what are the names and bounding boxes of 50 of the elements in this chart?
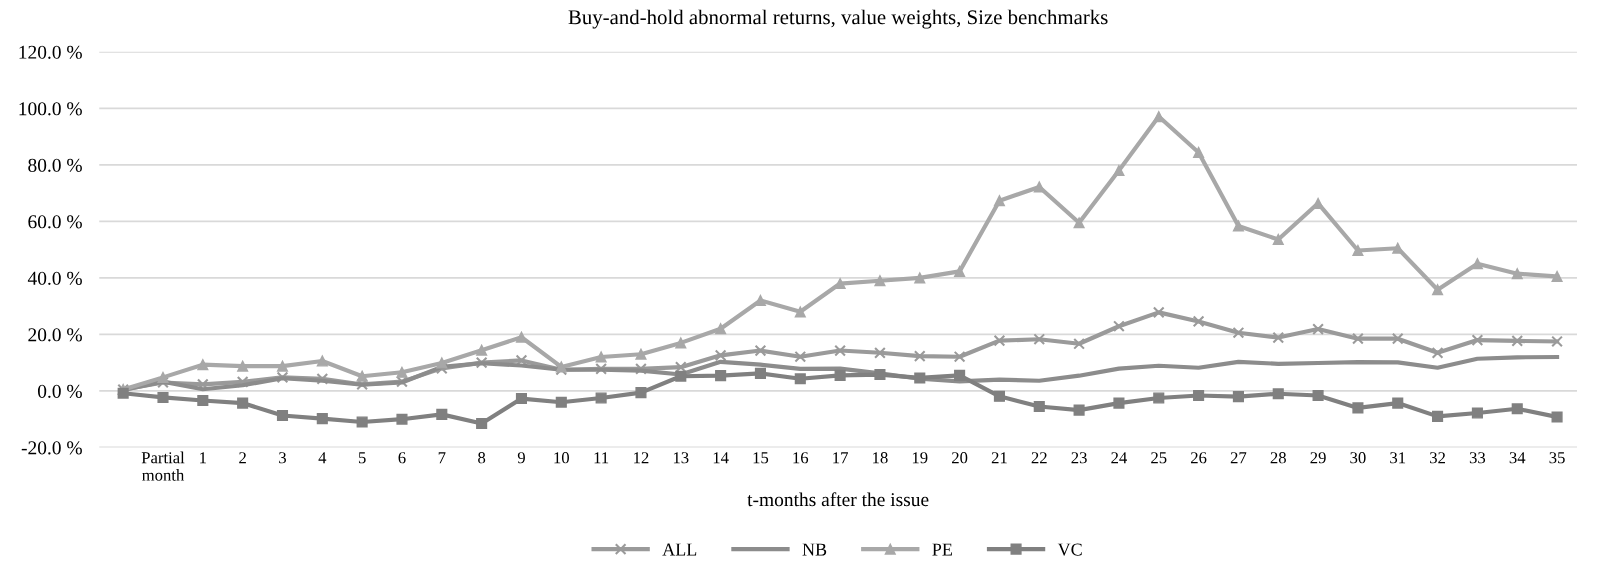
- x-tick-label: 19: [912, 452, 928, 464]
- x-tick-label: 26: [1190, 452, 1207, 464]
- x-tick-label: 15: [753, 452, 769, 464]
- x-tick-label: 14: [713, 452, 729, 464]
- x-tick-label: Partial month: [141, 451, 185, 481]
- x-tick-label: 22: [1031, 452, 1047, 464]
- x-tick-label: 3: [279, 452, 286, 464]
- y-tick-label: -20.0 %: [21, 441, 82, 455]
- x-tick-label: 31: [1390, 452, 1406, 464]
- x-tick-label: 13: [673, 452, 689, 464]
- x-tick-label: 33: [1469, 452, 1486, 464]
- x-tick-label: 10: [554, 452, 569, 464]
- y-tick-label: 20.0 %: [28, 328, 82, 342]
- x-tick-label: 16: [793, 452, 809, 464]
- legend-label: NB: [802, 543, 827, 556]
- x-tick-label: 1: [200, 452, 206, 464]
- x-tick-label: 29: [1310, 452, 1326, 464]
- x-tick-label: 35: [1549, 452, 1565, 464]
- x-tick-label: 18: [873, 452, 888, 464]
- x-tick-label: 34: [1509, 452, 1526, 464]
- y-tick-label: 40.0 %: [27, 271, 82, 285]
- chart-title: Buy-and-hold abnormal returns, value weights, Size benchmarks: [568, 9, 1108, 29]
- x-tick-label: 30: [1350, 452, 1366, 464]
- x-tick-label: 8: [478, 452, 486, 464]
- x-tick-label: 4: [318, 452, 327, 464]
- x-tick-label: 6: [398, 452, 406, 464]
- y-tick-label: 100.0 %: [19, 102, 82, 116]
- x-axis-title: t-months after the issue: [747, 492, 929, 507]
- x-tick-label: 21: [991, 452, 1007, 464]
- x-tick-label: 5: [358, 452, 366, 464]
- x-tick-label: 27: [1230, 452, 1247, 464]
- y-tick-label: 120.0 %: [19, 45, 82, 59]
- x-tick-label: 17: [833, 452, 848, 464]
- x-tick-label: 11: [594, 452, 609, 464]
- x-tick-label: 2: [239, 452, 246, 464]
- x-tick-label: 7: [438, 452, 446, 464]
- x-tick-label: 24: [1111, 452, 1127, 464]
- x-tick-label: 25: [1151, 452, 1167, 464]
- y-tick-label: 60.0 %: [28, 215, 82, 229]
- legend-label: ALL: [662, 543, 697, 556]
- x-tick-label: 12: [634, 452, 649, 464]
- y-tick-label: 80.0 %: [28, 158, 82, 172]
- legend-label: PE: [932, 543, 952, 556]
- x-tick-label: 23: [1071, 452, 1087, 464]
- y-tick-label: 0.0 %: [37, 384, 82, 398]
- x-tick-label: 32: [1430, 452, 1445, 464]
- x-tick-label: 20: [952, 452, 968, 464]
- legend-label: VC: [1057, 543, 1082, 556]
- x-tick-label: 9: [517, 452, 525, 464]
- x-tick-label: 28: [1270, 452, 1286, 464]
